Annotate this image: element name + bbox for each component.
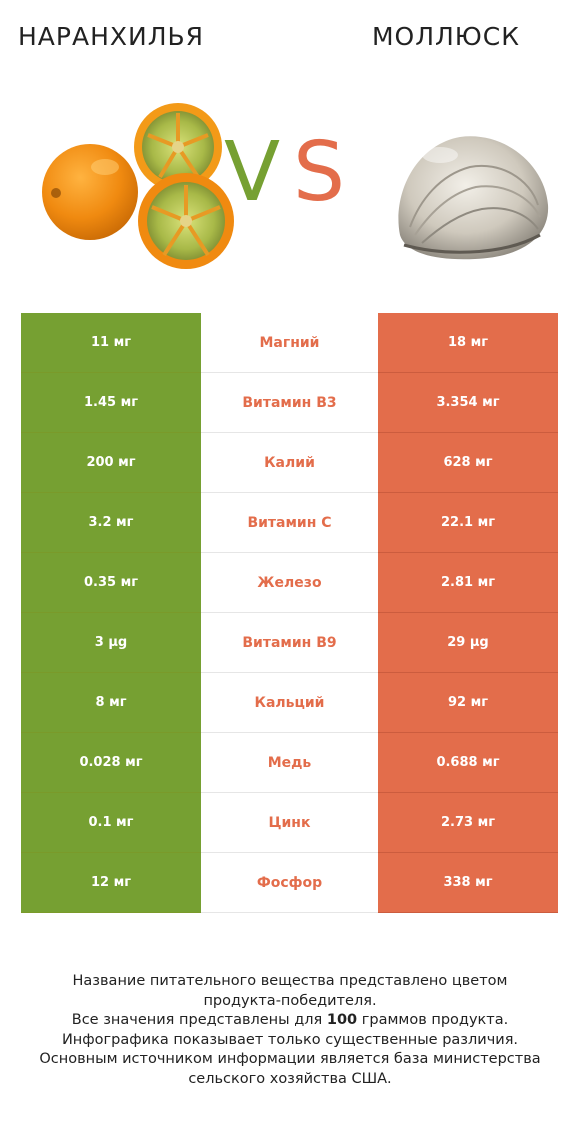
naranjilla-half-top [134,103,222,191]
nutrient-name: Витамин C [201,493,378,553]
footer-line: сельского хозяйства США. [188,1070,392,1087]
nutrient-name: Витамин B9 [201,613,378,673]
left-value: 0.1 мг [21,793,201,853]
nutrient-name: Фосфор [201,853,378,913]
table-row: 200 мг Калий 628 мг [21,433,558,493]
hero-images [42,103,549,269]
nutrient-name: Кальций [201,673,378,733]
naranjilla-whole-fruit [42,144,138,240]
right-value: 2.73 мг [378,793,558,853]
footer-line: продукта-победителя. [203,992,377,1009]
table-row: 3.2 мг Витамин C 22.1 мг [21,493,558,553]
nutrient-name: Медь [201,733,378,793]
right-value: 2.81 мг [378,553,558,613]
vs-letter-s: S [293,125,346,220]
footer-line: Основным источником информации является … [39,1051,541,1067]
right-value: 22.1 мг [378,493,558,553]
left-value: 200 мг [21,433,201,493]
right-value: 0.688 мг [378,733,558,793]
right-product-title: МОЛЛЮСК [371,22,520,51]
footer-line: Название питательного вещества представл… [72,973,508,989]
left-value: 1.45 мг [21,373,201,433]
left-value: 3 µg [21,613,201,673]
table-row: 8 мг Кальций 92 мг [21,673,558,733]
table-row: 1.45 мг Витамин B3 3.354 мг [21,373,558,433]
footer-line: Инфографика показывает только существенн… [61,1031,519,1048]
left-value: 3.2 мг [21,493,201,553]
left-product-title: НАРАНХИЛЬЯ [18,22,205,51]
naranjilla-half-bottom [138,173,234,269]
right-value: 628 мг [378,433,558,493]
left-value: 11 мг [21,313,201,373]
footer-line: Все значения представлены для 100 граммо… [10,1011,570,1031]
footer-notes: Название питательного вещества представл… [10,972,570,1089]
vs-letter-v: V [224,125,281,220]
table-row: 11 мг Магний 18 мг [21,313,558,373]
nutrient-comparison-table: 11 мг Магний 18 мг 1.45 мг Витамин B3 3.354 м… [21,313,558,913]
clam-shell [398,136,549,260]
left-value: 0.028 мг [21,733,201,793]
nutrient-name: Железо [201,553,378,613]
left-value: 12 мг [21,853,201,913]
left-value: 8 мг [21,673,201,733]
left-value: 0.35 мг [21,553,201,613]
nutrient-name: Витамин B3 [201,373,378,433]
right-value: 92 мг [378,673,558,733]
nutrient-name: Цинк [201,793,378,853]
right-value: 18 мг [378,313,558,373]
table-row: 12 мг Фосфор 338 мг [21,853,558,913]
footer-text: граммов продукта. [357,1012,509,1028]
nutrient-name: Магний [201,313,378,373]
table-row: 0.35 мг Железо 2.81 мг [21,553,558,613]
right-value: 29 µg [378,613,558,673]
table-row: 3 µg Витамин B9 29 µg [21,613,558,673]
right-value: 3.354 мг [378,373,558,433]
footer-text: Все значения представлены для [71,1012,327,1028]
nutrient-name: Калий [201,433,378,493]
table-row: 0.028 мг Медь 0.688 мг [21,733,558,793]
table-row: 0.1 мг Цинк 2.73 мг [21,793,558,853]
footer-bold-number: 100 [326,1012,358,1028]
right-value: 338 мг [378,853,558,913]
